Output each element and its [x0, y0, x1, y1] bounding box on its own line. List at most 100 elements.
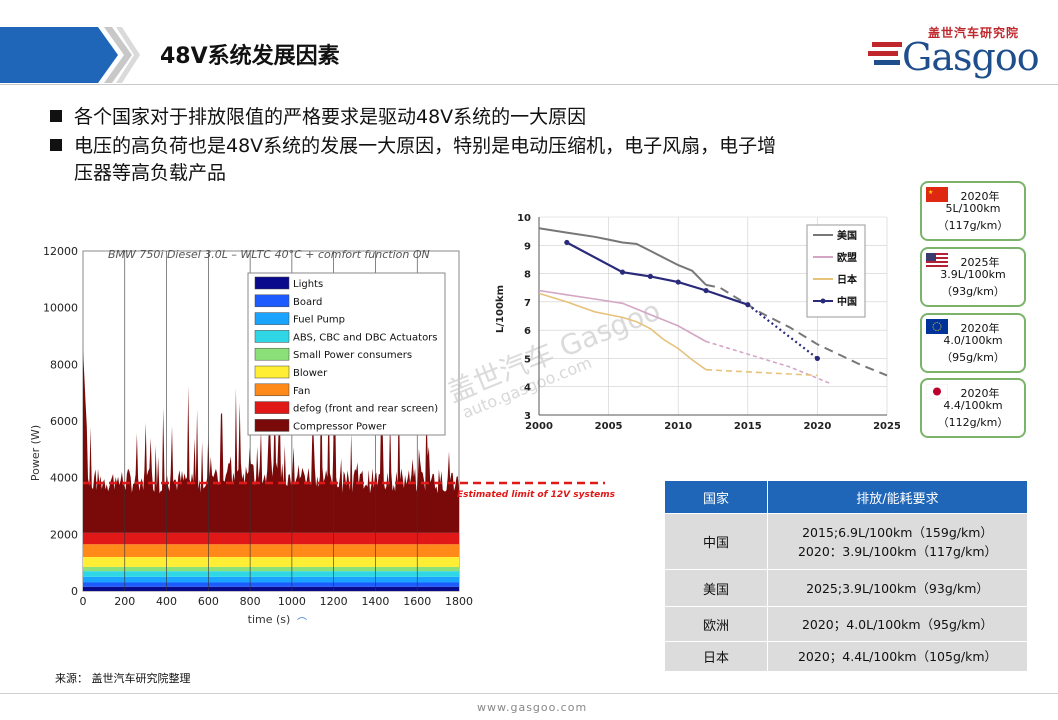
power-y-tick: 0 [71, 585, 78, 598]
logo-wordmark: Gasgoo [902, 35, 1040, 79]
target-emission: （112g/km） [937, 416, 1009, 429]
fuel-legend-label: 美国 [837, 229, 857, 242]
china-data-point [745, 302, 751, 308]
fuel-x-tick: 2025 [873, 421, 900, 432]
table-row: 日本 2020；4.4L/100km（105g/km） [664, 641, 1028, 672]
series-line-2-historical [538, 292, 707, 371]
fuel-y-tick: 9 [524, 241, 531, 252]
series-line-2-projection [705, 368, 818, 377]
compressor-power-area [83, 350, 459, 533]
power-y-tick: 6000 [50, 415, 78, 428]
table-cell-requirement: 2020；4.0L/100km（95g/km） [767, 606, 1028, 642]
table-cell-country: 中国 [664, 513, 768, 570]
fuel-chart-y-ticks: 3 4 5 6 7 8 9 10 [517, 213, 531, 422]
requirement-line: 2020：3.9L/100km（117g/km） [797, 543, 998, 559]
target-year: 2020年 [960, 387, 1000, 400]
power-legend-label: Board [293, 297, 322, 308]
power-band-1 [83, 582, 459, 587]
power-band-5 [83, 557, 459, 567]
fuel-legend-label: 欧盟 [837, 251, 857, 264]
power-y-ticks: 0 2000 4000 6000 8000 10000 12000 [43, 245, 78, 598]
china-data-point [619, 269, 626, 275]
series-line-0-historical [538, 227, 707, 286]
target-year: 2020年 [960, 322, 1000, 335]
series-line-1-historical [538, 289, 707, 343]
fuel-x-tick: 2000 [525, 421, 553, 432]
power-x-tick: 1000 [278, 595, 306, 608]
eu-flag-icon [926, 319, 948, 334]
china-data-point [564, 239, 570, 246]
fuel-y-tick: 8 [524, 270, 531, 281]
power-legend-label: Blower [293, 368, 328, 379]
us-flag-icon [926, 253, 948, 268]
power-x-tick: 1400 [361, 595, 389, 608]
bullet-square-icon [50, 139, 62, 151]
power-band-0 [83, 586, 459, 591]
table-header-row: 国家 排放/能耗要求 [664, 480, 1028, 514]
power-band-3 [83, 571, 459, 577]
china-data-point [647, 273, 653, 279]
power-x-tick: 0 [80, 595, 87, 608]
emission-requirements-table: 国家 排放/能耗要求 中国 2015;6.9L/100km（159g/km） 2… [664, 480, 1028, 672]
series-line-0-projection [705, 283, 888, 377]
fuel-chart-x-ticks: 2000 2005 2010 2015 2020 2025 [525, 421, 900, 432]
fuel-x-tick: 2005 [595, 421, 623, 432]
target-emission: （93g/km） [941, 285, 1005, 298]
china-flag-icon: ★ [926, 187, 948, 202]
power-legend-swatch [254, 330, 290, 343]
power-x-axis-label: time (s) [248, 613, 291, 626]
power-legend-label: Small Power consumers [293, 350, 412, 361]
power-legend-swatch [254, 419, 290, 432]
power-stacked-area [83, 350, 459, 591]
table-row: 美国 2025;3.9L/100km（93g/km） [664, 569, 1028, 607]
bullet-square-icon [50, 110, 62, 122]
fuel-y-tick: 6 [524, 326, 531, 337]
fuel-legend-marker [820, 298, 826, 304]
bullet-item-2: 电压的高负荷也是48V系统的发展一大原因，特别是电动压缩机，电子风扇，电子增 [50, 133, 776, 160]
requirement-line: 2015;6.9L/100km（159g/km） [802, 524, 993, 540]
target-emission: （117g/km） [937, 219, 1009, 232]
power-y-tick: 2000 [50, 528, 78, 541]
table-row: 欧洲 2020；4.0L/100km（95g/km） [664, 606, 1028, 642]
power-legend-swatch [254, 401, 290, 414]
fuel-chart-y-label: L/100km [495, 285, 506, 333]
power-y-tick: 4000 [50, 472, 78, 485]
power-legend-swatch [254, 365, 290, 379]
bullet-text: 各个国家对于排放限值的严格要求是驱动48V系统的一大原因 [74, 106, 587, 128]
target-value: 3.9L/100km [940, 268, 1006, 281]
table-row: 中国 2015;6.9L/100km（159g/km） 2020：3.9L/10… [664, 513, 1028, 570]
target-card-us: 2025年 3.9L/100km （93g/km） [920, 247, 1026, 307]
fuel-y-tick: 10 [517, 213, 531, 224]
target-card-japan: 2020年 4.4/100km （112g/km） [920, 378, 1026, 438]
target-year: 2025年 [960, 256, 1000, 269]
power-legend-swatch [254, 276, 290, 290]
bullet-item-2-continuation: 压器等高负载产品 [74, 162, 227, 184]
power-x-tick: 600 [198, 595, 219, 608]
page-title: 48V系统发展因素 [160, 44, 340, 69]
fuel-x-tick: 2010 [664, 421, 692, 432]
fuel-chart-lines [538, 227, 888, 385]
fuel-y-tick: 3 [524, 411, 531, 422]
target-value: 4.0/100km [943, 334, 1003, 347]
12v-limit-label: Estimated limit of 12V systems [457, 490, 616, 500]
power-y-tick: 10000 [43, 302, 78, 315]
fuel-legend-label: 日本 [837, 273, 858, 286]
power-y-tick: 8000 [50, 358, 78, 371]
power-x-ticks: 0 200 400 600 800 1000 1200 1400 1600 1800 [80, 595, 474, 608]
power-legend-label: Fan [293, 386, 310, 397]
source-note: 来源： 盖世汽车研究院整理 [55, 672, 191, 685]
logo-stripes-icon [868, 42, 902, 65]
fuel-y-tick: 7 [524, 298, 531, 309]
fuel-y-tick: 4 [524, 383, 531, 394]
table-header-requirement: 排放/能耗要求 [767, 480, 1028, 514]
title-band-decoration [0, 27, 140, 83]
series-line-3-historical [566, 241, 749, 306]
bullet-text: 电压的高负荷也是48V系统的发展一大原因，特别是电动压缩机，电子风扇，电子增 [74, 135, 777, 157]
footer-url: www.gasgoo.com [477, 701, 588, 714]
power-y-tick: 12000 [43, 245, 78, 258]
china-data-point [675, 279, 681, 285]
power-legend-swatch [254, 294, 290, 308]
bullet-item-1: 各个国家对于排放限值的严格要求是驱动48V系统的一大原因 [50, 104, 586, 131]
china-data-point [703, 287, 709, 294]
power-legend-label: defog (front and rear screen) [293, 404, 438, 415]
